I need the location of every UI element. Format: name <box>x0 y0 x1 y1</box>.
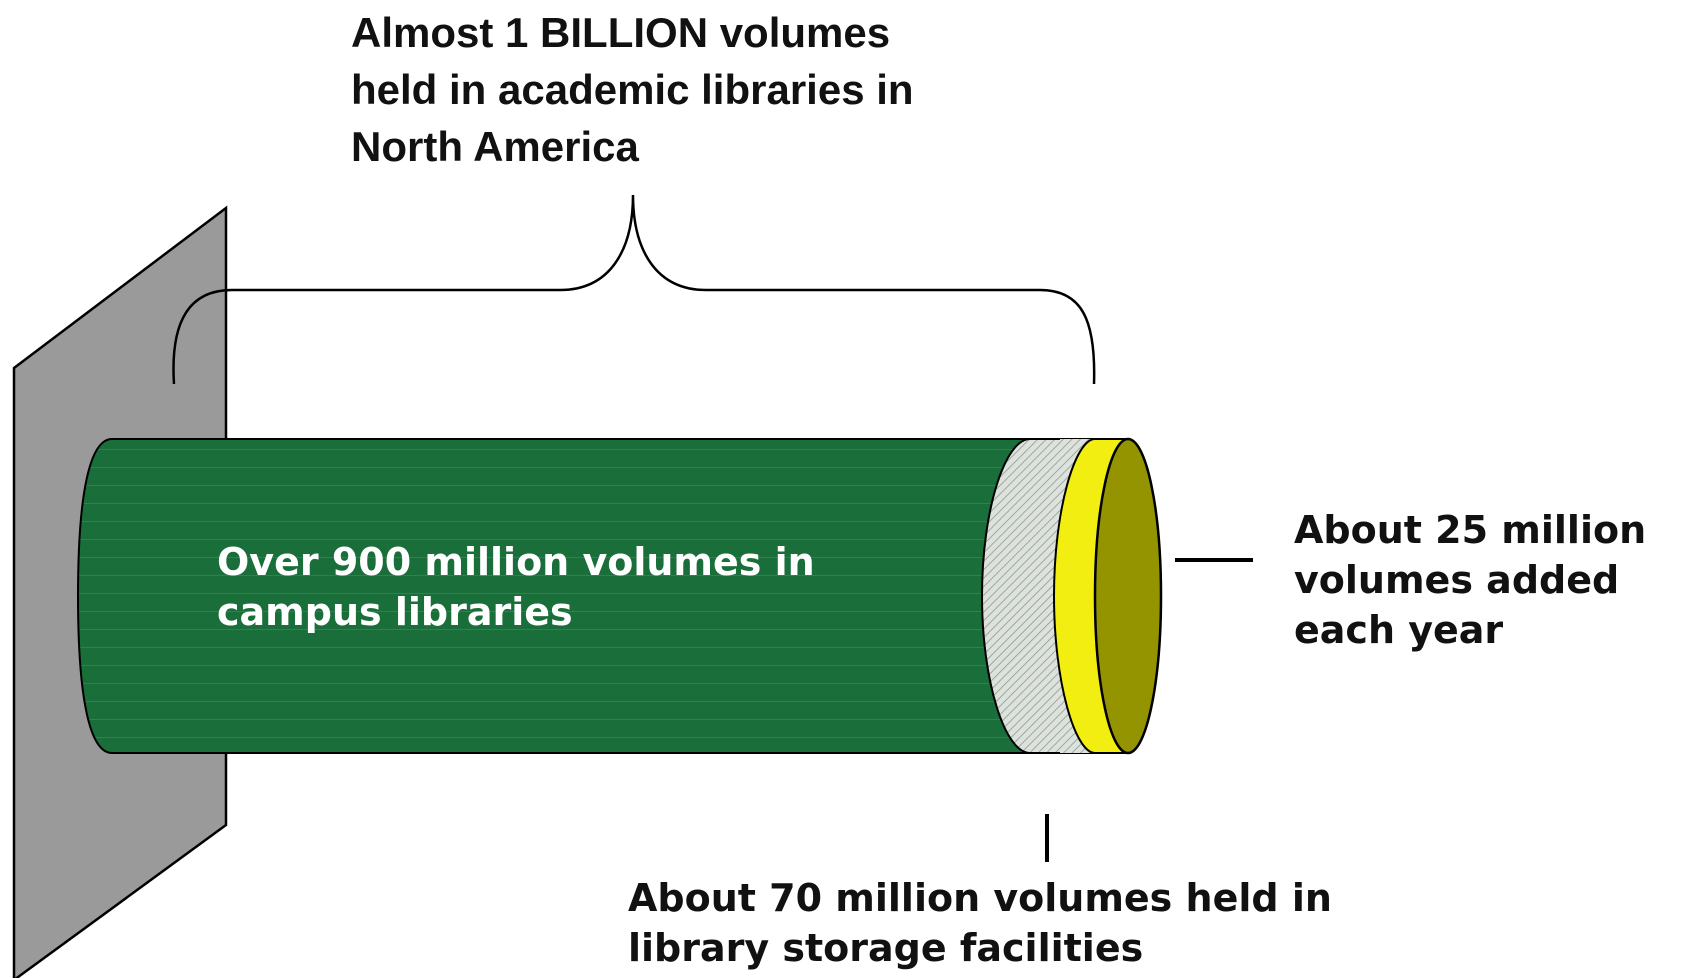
annual-additions-label: About 25 million volumes added each year <box>1294 505 1646 655</box>
annual-additions-line-3: each year <box>1294 608 1504 652</box>
annual-additions-line-1: About 25 million <box>1294 508 1647 552</box>
total-volumes-line-3: North America <box>351 123 639 170</box>
cylinder-end-cap <box>1093 437 1163 755</box>
campus-cylinder <box>76 438 1031 754</box>
storage-volumes-line-1: About 70 million volumes held in <box>628 876 1332 920</box>
annual-additions-line-2: volumes added <box>1294 558 1620 602</box>
total-volumes-label: Almost 1 BILLION volumes held in academi… <box>351 4 914 175</box>
storage-volumes-line-2: library storage facilities <box>628 926 1144 970</box>
total-volumes-line-1: Almost 1 BILLION volumes <box>351 9 891 56</box>
campus-volumes-label: Over 900 million volumes in campus libra… <box>217 537 815 637</box>
storage-volumes-label: About 70 million volumes held in library… <box>628 873 1332 973</box>
campus-volumes-line-2: campus libraries <box>217 590 573 634</box>
campus-volumes-line-1: Over 900 million volumes in <box>217 540 815 584</box>
total-brace <box>172 194 1096 385</box>
total-volumes-line-2: held in academic libraries in <box>351 66 914 113</box>
